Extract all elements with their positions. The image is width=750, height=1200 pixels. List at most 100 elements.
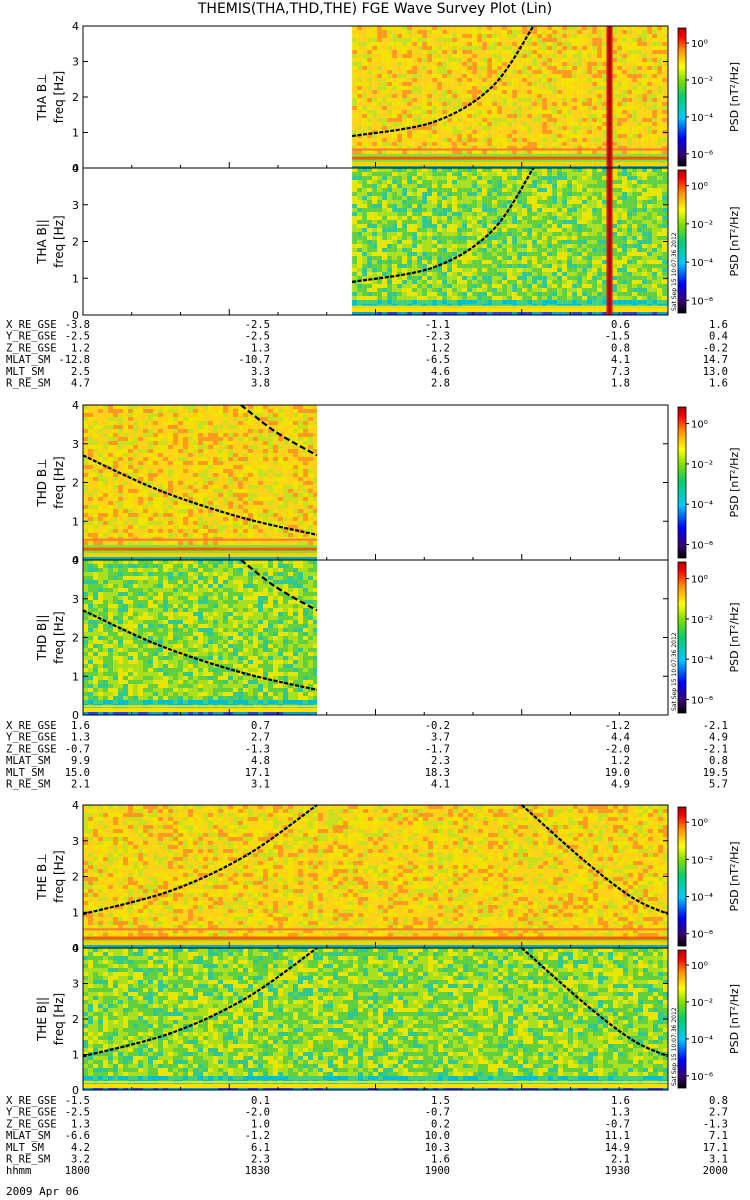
ephemeris-value: 1.6 — [71, 720, 90, 732]
colorbar-label: PSD [nT²/Hz] — [728, 984, 741, 1054]
ephemeris-value: 7.1 — [709, 1130, 728, 1142]
y-tick-label: 1 — [72, 670, 79, 683]
y-tick-label: 1 — [72, 906, 79, 919]
y-axis-label: freq [Hz] — [52, 71, 66, 123]
colorbar-tick-label: 10⁰ — [691, 961, 708, 972]
ephemeris-value: -0.7 — [605, 1118, 630, 1130]
ephemeris-value: 0.4 — [709, 331, 728, 343]
ephemeris-row-label: Z_RE_GSE — [6, 342, 57, 354]
spectrogram-panel-1-1 — [83, 560, 668, 715]
ephemeris-value: -2.0 — [605, 743, 630, 755]
ephemeris-value: 4.8 — [251, 755, 270, 767]
ephemeris-row-label: MLT_SM — [6, 1142, 44, 1154]
y-tick-label: 4 — [72, 399, 79, 412]
colorbar-tick-label: 10⁰ — [691, 818, 708, 829]
ephemeris-row-label: MLT_SM — [6, 767, 44, 779]
ephemeris-value: 1830 — [245, 1165, 270, 1177]
panel-name: THD B|| — [35, 615, 49, 662]
ephemeris-value: 19.5 — [703, 767, 728, 779]
y-axis-label: freq [Hz] — [52, 456, 66, 508]
ephemeris-value: -1.7 — [425, 743, 450, 755]
low-frequency-line — [352, 156, 668, 160]
ephemeris-value: 11.1 — [605, 1130, 630, 1142]
ephemeris-value: 1930 — [605, 1165, 630, 1177]
ephemeris-value: 4.1 — [431, 779, 450, 791]
ephemeris-value: 1.2 — [71, 342, 90, 354]
y-tick-label: 3 — [72, 978, 79, 991]
colorbar-tick-label: 10⁻⁶ — [691, 1072, 713, 1083]
y-tick-label: 2 — [72, 236, 79, 249]
y-tick-label: 2 — [72, 1013, 79, 1026]
colorbar-tick-label: 10⁻⁶ — [691, 696, 713, 707]
gyrofrequency-curve — [82, 454, 318, 536]
ephemeris-row-label: hhmm — [6, 1165, 31, 1177]
ephemeris-value: 1800 — [65, 1165, 90, 1177]
colorbar-scale — [677, 561, 687, 714]
panel-name: THA B|| — [35, 219, 49, 265]
ephemeris-value: 0.2 — [431, 1118, 450, 1130]
spectrogram-panel-2-1 — [83, 948, 668, 1090]
ephemeris-value: 4.9 — [611, 779, 630, 791]
y-tick-label: 4 — [72, 554, 79, 567]
ephemeris-value: 2.1 — [611, 1154, 630, 1166]
y-tick-label: 0 — [72, 942, 79, 955]
ephemeris-value: 13.0 — [703, 366, 728, 378]
ephemeris-value: -1.5 — [605, 331, 630, 343]
ephemeris-value: 0.8 — [709, 755, 728, 767]
y-tick-label: 1 — [72, 272, 79, 285]
colorbar-label: PSD [nT²/Hz] — [728, 62, 741, 132]
ephemeris-row-label: MLAT_SM — [6, 354, 50, 366]
colorbar-scale — [677, 806, 687, 947]
y-tick-label: 0 — [72, 162, 79, 175]
ephemeris-row-label: X_RE_GSE — [6, 1095, 57, 1107]
ephemeris-value: 2.7 — [251, 732, 270, 744]
ephemeris-value: 2000 — [703, 1165, 728, 1177]
ephemeris-value: 5.7 — [709, 779, 728, 791]
generation-stamp: Sat Sep 15 10:07:36 2012 — [671, 232, 678, 311]
ephemeris-value: 3.1 — [709, 1154, 728, 1166]
ephemeris-value: 10.0 — [425, 1130, 450, 1142]
ephemeris-row-label: R_RE_SM — [6, 378, 50, 390]
ephemeris-value: 4.7 — [71, 378, 90, 390]
ephemeris-value: -1.1 — [425, 319, 450, 331]
y-tick-label: 3 — [72, 438, 79, 451]
ephemeris-value: -0.2 — [425, 720, 450, 732]
page-title: THEMIS(THA,THD,THE) FGE Wave Survey Plot… — [197, 1, 553, 17]
colorbar-label: PSD [nT²/Hz] — [728, 602, 741, 672]
spectrogram-panel-1-0 — [83, 405, 668, 560]
y-tick-label: 2 — [72, 91, 79, 104]
generation-stamp: Sat Sep 15 10:07:36 2012 — [671, 632, 678, 711]
colorbar-tick-label: 10⁻² — [691, 220, 713, 231]
ephemeris-value: 9.9 — [71, 755, 90, 767]
ephemeris-value: -1.5 — [65, 1095, 90, 1107]
y-tick-label: 2 — [72, 871, 79, 884]
gyrofrequency-curve — [521, 947, 669, 1058]
y-axis-label: freq [Hz] — [52, 611, 66, 663]
colorbar-tick-label: 10⁰ — [691, 575, 708, 586]
ephemeris-row-label: Y_RE_GSE — [6, 732, 57, 744]
burst-spike-core — [608, 26, 611, 315]
ephemeris-value: 2.5 — [71, 366, 90, 378]
ephemeris-value: -2.0 — [245, 1107, 270, 1119]
y-tick-label: 2 — [72, 477, 79, 490]
colorbar-tick-label: 10⁻⁴ — [691, 500, 713, 511]
generation-stamp: Sat Sep 15 10:07:36 2012 — [671, 1007, 678, 1086]
ephemeris-value: 15.0 — [65, 767, 90, 779]
ephemeris-value: -2.5 — [245, 319, 270, 331]
panel-name: THE B⊥ — [35, 853, 49, 900]
y-axis-label: freq [Hz] — [52, 993, 66, 1045]
ephemeris-value: -1.3 — [703, 1118, 728, 1130]
ephemeris-value: 6.1 — [251, 1142, 270, 1154]
spectrogram-cells — [83, 948, 668, 1090]
y-tick-label: 0 — [72, 309, 79, 322]
y-tick-label: 0 — [72, 554, 79, 567]
ephemeris-value: 1.6 — [709, 378, 728, 390]
ephemeris-row-label: Z_RE_GSE — [6, 743, 57, 755]
ephemeris-value: -12.8 — [58, 354, 90, 366]
ephemeris-value: 3.1 — [251, 779, 270, 791]
spectrogram-panel-0-1 — [83, 168, 668, 315]
colorbar-scale — [677, 949, 687, 1089]
ephemeris-value: 0.7 — [251, 720, 270, 732]
ephemeris-value: 1.6 — [709, 319, 728, 331]
